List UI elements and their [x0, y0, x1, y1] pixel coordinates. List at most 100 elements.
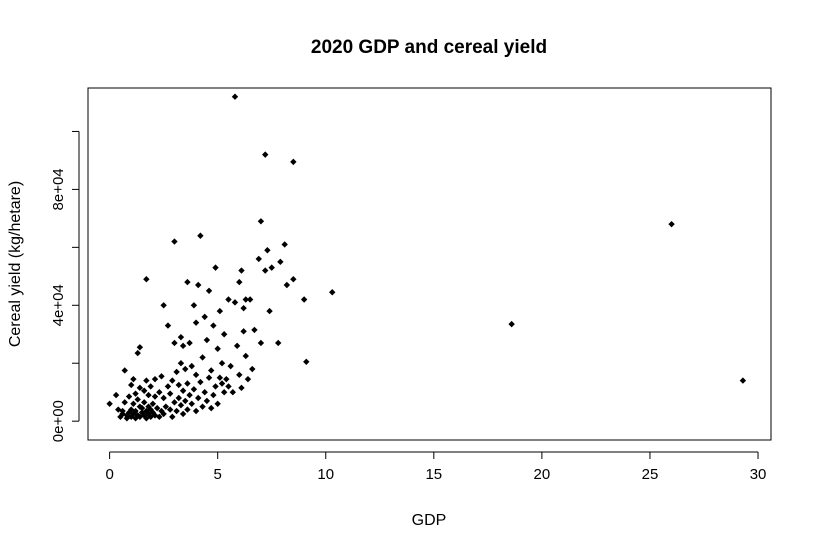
data-point [262, 151, 269, 158]
data-point [242, 296, 249, 303]
data-point [184, 278, 191, 286]
plot-frame [87, 87, 772, 441]
data-point [207, 367, 215, 374]
data-point [177, 360, 185, 367]
data-point [106, 400, 113, 407]
data-point [162, 403, 170, 410]
data-point [158, 373, 165, 380]
data-point [207, 404, 215, 412]
y-tick-label: 8e+04 [50, 168, 67, 210]
data-point [205, 374, 213, 381]
data-point [182, 365, 189, 373]
data-point [140, 399, 148, 406]
data-point [190, 302, 198, 309]
data-point [231, 93, 239, 100]
data-point [203, 336, 211, 344]
data-point [179, 410, 187, 418]
data-points [106, 93, 747, 422]
data-point [264, 247, 271, 254]
data-point [244, 375, 252, 383]
data-point [201, 388, 208, 396]
data-point [195, 281, 202, 289]
data-point [171, 339, 178, 347]
data-point [182, 397, 189, 405]
data-point [188, 400, 195, 407]
data-point [160, 394, 167, 402]
data-point [173, 368, 180, 376]
data-point [218, 380, 226, 387]
data-point [242, 352, 249, 360]
data-point [136, 344, 144, 351]
data-point [201, 313, 208, 321]
data-point [190, 386, 198, 393]
data-point [151, 375, 159, 383]
data-point [132, 415, 139, 422]
data-point [220, 331, 228, 338]
data-point [132, 407, 139, 415]
data-point [156, 388, 163, 396]
data-point [151, 393, 159, 400]
data-point [290, 276, 297, 283]
data-point [216, 374, 224, 381]
data-point [277, 258, 284, 266]
data-point [169, 377, 176, 384]
data-point [175, 381, 182, 389]
data-point [281, 241, 288, 248]
data-point [199, 354, 206, 361]
data-point [214, 345, 221, 352]
y-axis-label: Cereal yield (kg/hetare) [7, 181, 24, 347]
data-point [186, 391, 193, 399]
data-point [145, 391, 152, 399]
y-axis: 0e+00 4e+04 8e+04 [50, 130, 80, 442]
x-axis: 0 5 10 15 20 25 30 [105, 451, 766, 483]
data-point [195, 394, 202, 402]
x-axis-label: GDP [412, 512, 447, 529]
data-point [186, 339, 193, 347]
x-tick-label: 5 [214, 466, 222, 483]
data-point [192, 407, 200, 415]
y-tick-label: 0e+00 [50, 400, 67, 442]
data-point [214, 400, 221, 407]
data-point [275, 339, 282, 347]
data-point [140, 387, 148, 394]
data-point [236, 371, 243, 379]
data-point [147, 383, 154, 390]
data-point [268, 264, 275, 271]
data-point [290, 158, 297, 166]
data-point [171, 399, 178, 406]
data-point [236, 278, 243, 286]
data-point [149, 400, 157, 407]
data-point [300, 296, 308, 303]
data-point [130, 375, 137, 383]
data-point [184, 380, 191, 387]
data-point [225, 383, 232, 390]
data-point [218, 360, 226, 367]
data-point [128, 381, 135, 389]
data-point [164, 322, 172, 329]
data-point [160, 410, 167, 418]
data-point [117, 413, 124, 421]
data-point [668, 220, 675, 228]
y-tick-label: 4e+04 [50, 284, 67, 326]
data-point [143, 377, 150, 384]
data-point [184, 406, 191, 413]
data-point [212, 383, 219, 390]
data-point [238, 384, 245, 392]
data-point [166, 406, 174, 413]
data-point [212, 264, 219, 271]
data-point [249, 365, 256, 373]
data-point [240, 304, 247, 312]
data-point [125, 393, 133, 400]
data-point [233, 342, 241, 350]
data-point [179, 342, 187, 350]
data-point [164, 383, 172, 390]
data-point [508, 320, 515, 328]
data-point [231, 299, 239, 306]
data-point [192, 371, 200, 379]
x-tick-label: 25 [642, 466, 659, 483]
data-point [739, 377, 747, 384]
data-point [169, 413, 176, 421]
data-point [257, 218, 265, 225]
data-point [266, 307, 273, 315]
data-point [210, 322, 217, 329]
